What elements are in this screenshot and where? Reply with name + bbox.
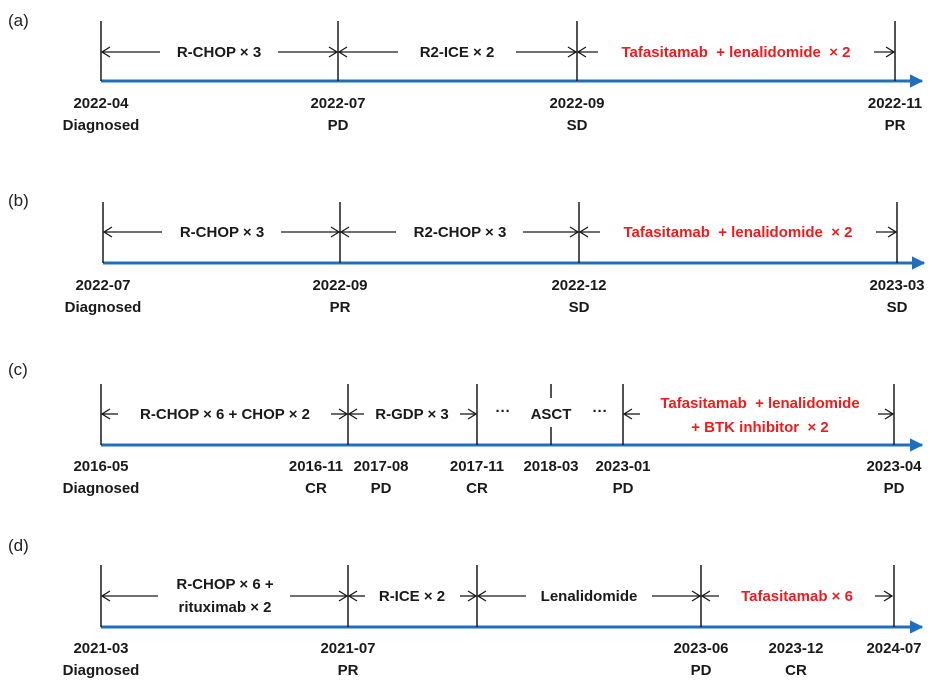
- panel-b: (b) R-CHOP × 3 R2-CHOP × 3 Tafasitamab +…: [8, 191, 926, 316]
- tick-date: 2022-07: [310, 95, 365, 112]
- duration-arrow: [100, 590, 894, 602]
- tick-date: 2021-03: [73, 640, 128, 657]
- panel-c: (c) R-CHOP × 6 + CHOP × 2 R-GDP × 3 ··· …: [8, 360, 924, 497]
- tick-status: Diagnosed: [63, 117, 140, 134]
- tick-status: PD: [613, 480, 634, 497]
- treatment-label: R-CHOP × 6 +: [176, 576, 273, 593]
- treatment-label: Lenalidomide: [541, 588, 638, 605]
- treatment-label: R2-CHOP × 3: [414, 224, 507, 241]
- duration-arrow: [100, 46, 896, 58]
- duration-arrow: [100, 408, 895, 420]
- tick-date: 2022-09: [549, 95, 604, 112]
- tick-status: SD: [569, 299, 590, 316]
- treatment-label: rituximab × 2: [179, 599, 272, 616]
- treatment-label: R-CHOP × 3: [180, 224, 264, 241]
- tick-status: CR: [305, 480, 327, 497]
- tick-date: 2022-04: [73, 95, 129, 112]
- tick-date: 2023-03: [869, 277, 924, 294]
- treatment-label: R-CHOP × 6 + CHOP × 2: [140, 406, 310, 423]
- tick-date: 2017-08: [353, 458, 408, 475]
- tick-date: 2022-12: [551, 277, 606, 294]
- tick-status: SD: [887, 299, 908, 316]
- tick-status: PD: [884, 480, 905, 497]
- ellipsis: ···: [593, 403, 608, 420]
- treatment-label-highlight: Tafasitamab × 6: [741, 588, 853, 605]
- treatment-label: R2-ICE × 2: [420, 44, 495, 61]
- panel-label: (c): [8, 360, 28, 379]
- tick-status: PD: [691, 662, 712, 679]
- tick-status: CR: [466, 480, 488, 497]
- tick-date: 2016-11: [289, 458, 343, 475]
- panel-label: (b): [8, 191, 29, 210]
- treatment-label: R-ICE × 2: [379, 588, 445, 605]
- tick-date: 2018-03: [523, 458, 578, 475]
- tick-status: CR: [785, 662, 807, 679]
- tick-date: 2022-11: [868, 95, 922, 112]
- treatment-label-highlight: Tafasitamab + lenalidomide × 2: [622, 44, 851, 61]
- tick-date: 2023-01: [595, 458, 650, 475]
- treatment-label-highlight: Tafasitamab + lenalidomide × 2: [624, 224, 853, 241]
- treatment-label-asct: ASCT: [531, 406, 572, 423]
- tick-status: PR: [338, 662, 359, 679]
- panel-d: (d) R-CHOP × 6 + rituximab × 2 R-ICE × 2…: [8, 536, 924, 679]
- tick-status: Diagnosed: [63, 662, 140, 679]
- tick-date: 2021-07: [320, 640, 375, 657]
- tick-date: 2022-07: [75, 277, 130, 294]
- treatment-label: R-GDP × 3: [375, 406, 449, 423]
- tick-status: PD: [328, 117, 349, 134]
- ellipsis: ···: [496, 403, 511, 420]
- treatment-label-highlight: Tafasitamab + lenalidomide: [660, 395, 859, 412]
- treatment-label-highlight: + BTK inhibitor × 2: [691, 419, 829, 436]
- tick-date: 2023-06: [673, 640, 728, 657]
- treatment-label: R-CHOP × 3: [177, 44, 261, 61]
- tick-date: 2022-09: [312, 277, 367, 294]
- tick-status: SD: [567, 117, 588, 134]
- panel-label: (a): [8, 11, 29, 30]
- tick-date: 2017-11: [450, 458, 504, 475]
- tick-date: 2016-05: [73, 458, 128, 475]
- tick-status: PD: [371, 480, 392, 497]
- tick-status: Diagnosed: [63, 480, 140, 497]
- panel-a: (a) R-CHOP × 3 R2-ICE × 2 Tafasitamab + …: [8, 11, 924, 134]
- tick-status: PR: [330, 299, 351, 316]
- tick-date: 2023-04: [866, 458, 922, 475]
- tick-status: PR: [885, 117, 906, 134]
- tick-date: 2024-07: [866, 640, 921, 657]
- panel-label: (d): [8, 536, 29, 555]
- duration-arrow: [102, 226, 898, 238]
- tick-date: 2023-12: [768, 640, 823, 657]
- tick-status: Diagnosed: [65, 299, 142, 316]
